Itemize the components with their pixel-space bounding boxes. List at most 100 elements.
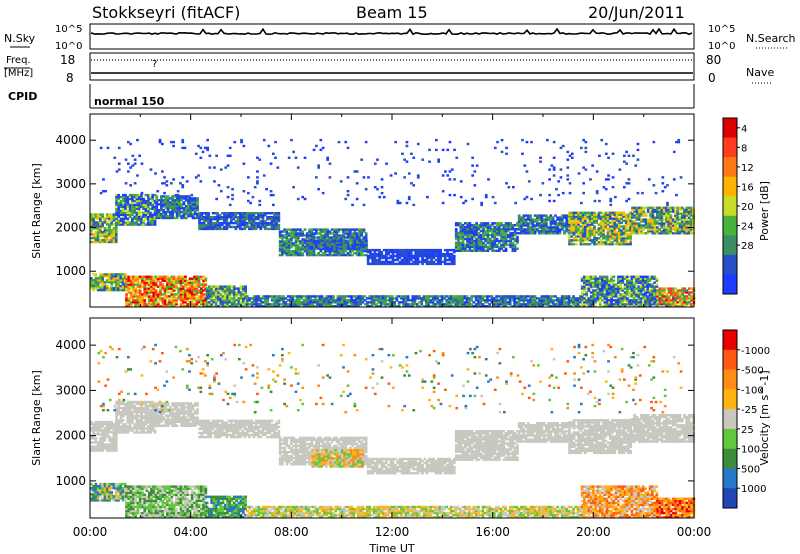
data-cell: [162, 212, 165, 216]
data-cell: [293, 295, 297, 298]
data-cell: [193, 305, 196, 308]
data-cell: [196, 207, 199, 210]
data-cell: [452, 295, 455, 298]
data-cell: [151, 213, 155, 216]
data-cell: [644, 281, 647, 284]
data-cell: [242, 293, 245, 296]
data-cell: [513, 299, 516, 302]
data-cell: [400, 250, 404, 254]
data-cell: [197, 301, 201, 304]
data-cell: [635, 216, 639, 219]
data-cell: [396, 258, 399, 262]
data-cell: [314, 295, 317, 298]
data-cell: [568, 227, 571, 230]
data-cell: [146, 201, 150, 205]
data-cell: [145, 303, 149, 306]
data-cell: [216, 219, 219, 223]
data-cell: [319, 230, 323, 233]
data-cell: [181, 295, 185, 298]
data-cell: [343, 297, 347, 300]
data-cell: [560, 295, 564, 298]
data-cell: [584, 213, 587, 216]
data-cell: [567, 301, 571, 304]
data-cell: [152, 277, 156, 280]
data-cell: [653, 216, 657, 219]
data-cell: [445, 299, 449, 302]
data-cell: [395, 299, 399, 302]
data-cell: [602, 219, 605, 222]
data-cell: [651, 220, 655, 223]
data-cell: [486, 235, 490, 239]
data-cell: [603, 281, 607, 284]
data-cell: [259, 225, 263, 229]
data-cell: [613, 219, 617, 222]
data-cell: [340, 245, 343, 248]
data-cell: [428, 248, 431, 252]
data-cell: [607, 283, 611, 286]
data-cell: [96, 281, 100, 284]
data-cell: [486, 301, 489, 304]
data-cell: [181, 279, 185, 282]
data-cell: [642, 218, 646, 221]
data-cell: [250, 216, 253, 219]
data-cell: [596, 293, 600, 296]
data-cell: [594, 277, 597, 280]
data-cell: [504, 224, 508, 227]
data-cell: [529, 226, 532, 229]
data-cell: [147, 277, 151, 280]
data-cell: [153, 213, 157, 216]
data-cell: [547, 299, 550, 302]
data-cell: [569, 301, 573, 304]
data-cell: [560, 305, 564, 308]
data-cell: [472, 295, 476, 298]
data-cell: [189, 205, 193, 208]
data-cell: [585, 301, 588, 304]
data-cell: [531, 299, 535, 302]
data-cell: [154, 285, 158, 288]
data-cell: [330, 244, 334, 247]
data-cell: [159, 275, 162, 278]
data-cell: [261, 221, 265, 225]
data-cell: [291, 305, 294, 308]
data-cell: [182, 216, 186, 220]
data-cell: [147, 303, 151, 306]
data-cell: [290, 250, 293, 253]
data-cell: [595, 229, 598, 232]
data-cell: [348, 301, 351, 304]
data-cell: [168, 299, 171, 302]
data-cell: [257, 225, 260, 229]
data-cell: [631, 208, 634, 211]
data-cell: [181, 285, 185, 288]
data-cell: [197, 277, 201, 280]
data-cell: [138, 281, 142, 284]
data-cell: [90, 240, 93, 244]
data-cell: [635, 206, 639, 209]
data-cell: [477, 239, 481, 243]
data-cell: [628, 279, 631, 282]
data-cell: [565, 301, 569, 304]
data-cell: [280, 303, 283, 306]
data-cell: [184, 305, 187, 308]
data-cell: [119, 277, 123, 280]
data-cell: [202, 285, 205, 288]
data-cell: [385, 256, 388, 260]
data-cell: [529, 228, 532, 231]
data-cell: [583, 301, 586, 304]
data-cell: [319, 246, 323, 249]
data-cell: [533, 214, 537, 217]
data-cell: [669, 222, 673, 225]
data-cell: [129, 293, 133, 296]
data-cell: [92, 273, 95, 276]
data-cell: [589, 297, 593, 300]
data-cell: [94, 238, 98, 242]
data-cell: [208, 287, 211, 290]
data-cell: [434, 262, 438, 266]
data-cell: [366, 260, 370, 264]
data-cell: [533, 295, 537, 298]
data-cell: [425, 258, 429, 262]
data-cell: [264, 295, 267, 298]
data-cell: [235, 287, 238, 290]
data-cell: [454, 303, 458, 306]
data-cell: [358, 252, 361, 255]
data-cell: [575, 219, 578, 222]
